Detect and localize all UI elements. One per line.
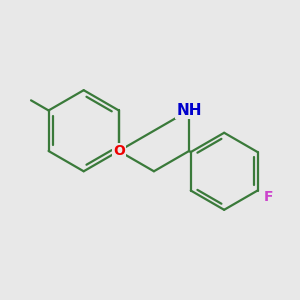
Text: F: F: [264, 190, 274, 204]
Text: O: O: [113, 144, 125, 158]
Text: NH: NH: [176, 103, 202, 118]
